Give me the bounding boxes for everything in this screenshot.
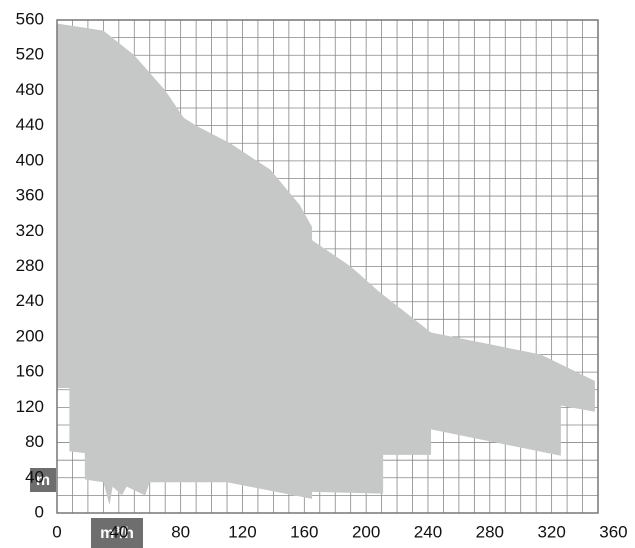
x-tick-label: 80 [171,522,190,541]
x-tick-label: 280 [476,522,504,541]
y-tick-label: 280 [16,256,44,275]
y-tick-label: 200 [16,326,44,345]
x-axis-label: m³/h [100,525,134,542]
y-tick-label: 480 [16,80,44,99]
x-tick-label: 240 [414,522,442,541]
y-tick-label: 320 [16,221,44,240]
y-tick-label: 80 [25,432,44,451]
y-tick-label: 0 [35,502,44,521]
y-tick-label: 560 [16,9,44,28]
x-tick-label: 360 [599,522,627,541]
y-tick-label: 440 [16,115,44,134]
y-tick-label: 520 [16,45,44,64]
y-tick-label: 120 [16,397,44,416]
y-tick-label: 400 [16,150,44,169]
x-tick-label: 0 [52,522,61,541]
plot-frame [56,19,599,514]
y-tick-label: 360 [16,186,44,205]
operating-range [57,23,595,506]
x-tick-label: 120 [228,522,256,541]
x-tick-label: 40 [109,522,128,541]
y-tick-label: 160 [16,362,44,381]
x-tick-label: 320 [537,522,565,541]
y-unit-box [30,468,56,492]
plot [57,23,595,506]
x-tick-label: 200 [352,522,380,541]
y-axis-label: m [36,472,50,489]
x-unit-box [91,518,143,548]
y-tick-label: 240 [16,291,44,310]
x-tick-label: 160 [290,522,318,541]
y-tick-label: 40 [25,467,44,486]
